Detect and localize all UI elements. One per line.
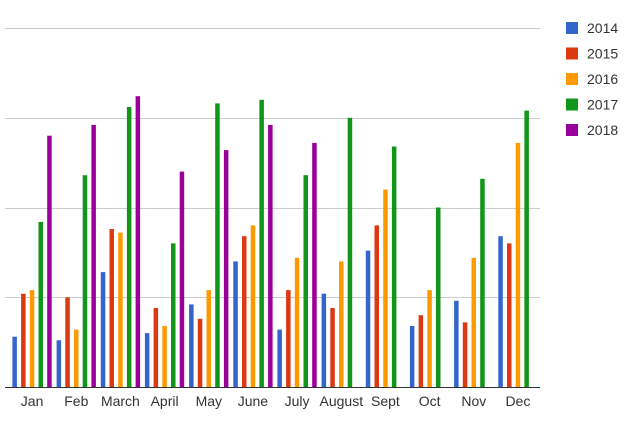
bar-2017-dec (524, 110, 529, 387)
legend-item-2014: 2014 (566, 20, 618, 36)
x-tick-label: March (101, 393, 140, 409)
bar-2018-feb (91, 124, 96, 388)
bar-2016-dec (515, 142, 521, 387)
bar-2017-june (259, 99, 264, 388)
bar-2014-oct (409, 326, 415, 387)
bar-2014-april (144, 333, 150, 387)
bar-2015-sept (374, 225, 379, 387)
legend-item-2017: 2017 (566, 97, 618, 113)
bar-2014-sept (365, 250, 371, 387)
bar-2016-june (250, 225, 256, 387)
bar-2014-august (321, 293, 327, 387)
x-tick-label: April (151, 393, 179, 409)
x-tick-label: August (320, 393, 364, 409)
bar-2018-jan (47, 135, 52, 387)
bar-2016-may (206, 290, 211, 387)
bar-2015-jan (21, 293, 26, 387)
x-tick-label: Dec (505, 393, 530, 409)
bar-2016-sept (383, 189, 388, 387)
x-tick-label: Sept (371, 393, 400, 409)
bar-2014-nov (454, 300, 459, 387)
bar-2016-march (118, 232, 123, 387)
bar-2017-march (126, 107, 132, 387)
legend-item-2018: 2018 (566, 122, 618, 138)
bar-2017-april (171, 243, 176, 387)
legend-item-2015: 2015 (566, 46, 618, 62)
legend-swatch (566, 22, 578, 34)
bar-2016-feb (74, 329, 79, 387)
bar-2016-july (294, 257, 300, 387)
x-tick-label: May (196, 393, 222, 409)
bar-2015-april (153, 308, 159, 387)
bar-2018-may (223, 150, 229, 387)
bar-2017-may (215, 103, 220, 388)
bar-2017-jan (38, 221, 43, 387)
bars (12, 96, 529, 388)
bar-2016-jan (29, 290, 35, 387)
legend-label: 2018 (587, 122, 618, 138)
legend-swatch (566, 73, 578, 85)
legend-swatch (566, 47, 578, 60)
legend-item-2016: 2016 (566, 71, 618, 87)
bar-2015-march (109, 229, 114, 387)
legend-label: 2017 (587, 97, 618, 113)
bar-2017-feb (82, 175, 88, 387)
bar-2014-march (100, 272, 106, 387)
bar-2014-dec (498, 236, 503, 387)
bar-2018-april (179, 171, 185, 387)
bar-2017-oct (436, 207, 441, 387)
x-tick-label: Oct (419, 393, 441, 409)
bar-2014-feb (56, 340, 62, 387)
bar-2016-april (162, 326, 167, 387)
x-axis-tick-labels: Jan Feb March April May June July August Sept Oct… (21, 393, 531, 409)
bar-2015-feb (65, 297, 70, 388)
bar-2018-march (135, 96, 141, 387)
bar-2015-nov (462, 322, 468, 387)
bar-2016-august (339, 261, 344, 387)
legend-swatch (566, 98, 578, 111)
bar-2016-oct (427, 290, 432, 387)
legend-swatch (566, 124, 578, 136)
x-tick-label: July (285, 393, 310, 409)
bar-2014-june (233, 261, 238, 387)
bar-2015-oct (418, 315, 424, 387)
bar-2014-may (189, 304, 194, 387)
bar-2018-july (312, 142, 317, 387)
legend: 2014 2015 2016 2017 2018 (566, 20, 618, 138)
bar-2015-august (330, 308, 335, 387)
legend-label: 2014 (587, 20, 618, 36)
bar-2015-dec (507, 243, 512, 387)
bar-2017-sept (391, 146, 397, 387)
legend-label: 2015 (587, 46, 618, 62)
bar-2015-july (286, 290, 291, 387)
bar-2014-jan (12, 336, 17, 387)
bar-2017-august (347, 117, 353, 388)
bar-2016-nov (471, 257, 476, 387)
bar-2015-may (197, 318, 203, 387)
x-tick-label: Feb (64, 393, 88, 409)
bar-2018-june (268, 124, 273, 388)
x-tick-label: June (238, 393, 269, 409)
bar-2017-july (303, 175, 308, 387)
x-tick-label: Jan (21, 393, 44, 409)
x-tick-label: Nov (461, 393, 486, 409)
bar-2014-july (277, 329, 282, 387)
bar-2015-june (242, 236, 247, 387)
bar-2017-nov (480, 178, 485, 387)
legend-label: 2016 (587, 71, 618, 87)
